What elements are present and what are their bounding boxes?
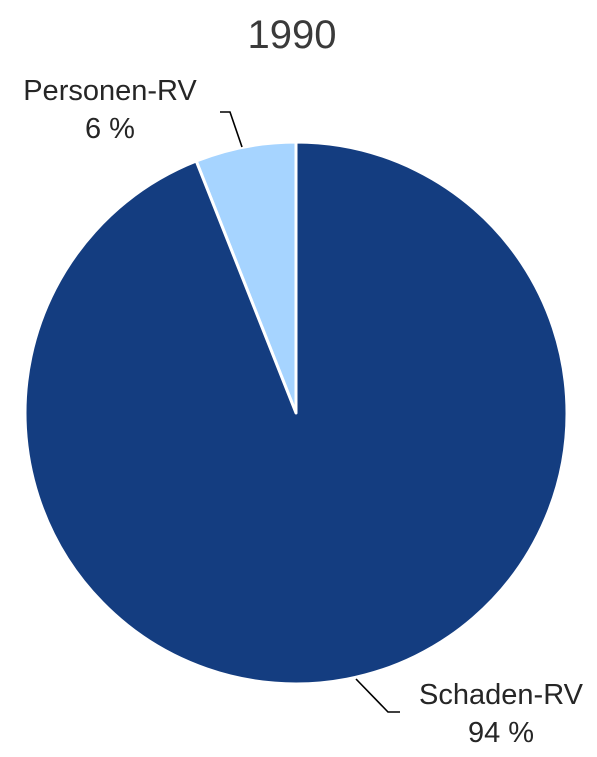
pie-slices bbox=[23, 140, 569, 686]
leader-line-schaden-rv bbox=[355, 678, 400, 713]
slice-value-schaden-rv: 94 % bbox=[468, 717, 534, 749]
chart-title: 1990 bbox=[248, 13, 337, 57]
pie-slice-schaden-rv bbox=[23, 140, 569, 686]
slice-label-schaden-rv: Schaden-RV bbox=[419, 679, 584, 711]
leader-line-personen-rv bbox=[220, 111, 243, 148]
slice-label-personen-rv: Personen-RV bbox=[23, 75, 197, 107]
slice-value-personen-rv: 6 % bbox=[85, 113, 135, 145]
